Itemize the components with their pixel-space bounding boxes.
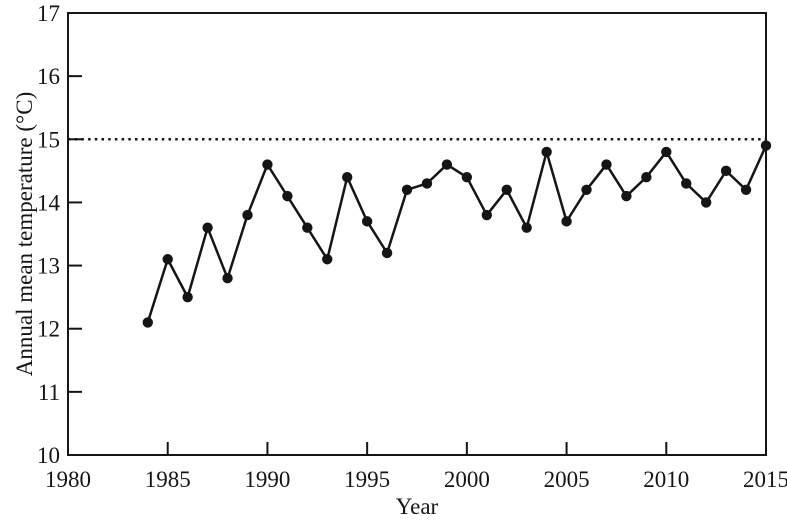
data-point xyxy=(381,247,393,259)
data-point xyxy=(441,159,453,170)
data-point xyxy=(501,184,512,195)
y-axis-title: Annual mean temperature (°C) xyxy=(12,92,37,376)
data-series-group xyxy=(142,140,772,328)
y-tick-label: 17 xyxy=(37,1,60,26)
x-axis-title: Year xyxy=(396,494,439,519)
data-point xyxy=(581,184,592,195)
data-point xyxy=(461,171,473,183)
data-point xyxy=(242,209,253,221)
data-point xyxy=(342,171,353,183)
x-tick-label: 2005 xyxy=(544,467,590,492)
data-point xyxy=(700,197,712,208)
data-point xyxy=(481,209,492,221)
x-tick-label: 2010 xyxy=(643,467,689,492)
data-point xyxy=(262,159,273,170)
data-point xyxy=(361,216,373,227)
y-tick-label: 13 xyxy=(37,254,60,279)
data-point xyxy=(222,273,233,284)
x-tick-label: 2000 xyxy=(444,467,490,492)
data-point xyxy=(142,317,153,328)
data-point xyxy=(182,291,193,303)
x-tick-label: 1990 xyxy=(244,467,290,492)
data-point xyxy=(282,190,293,202)
x-tick-label: 2015 xyxy=(743,467,787,492)
data-point xyxy=(521,222,532,233)
y-tick-label: 11 xyxy=(38,380,60,405)
y-tick-label: 16 xyxy=(37,64,60,89)
data-point xyxy=(760,140,772,151)
data-point xyxy=(322,254,333,265)
tick-labels-group: 1980 1985 1990 1995 2000 2005 2010 2015 10 11 12 13… xyxy=(37,1,787,492)
data-point xyxy=(561,216,572,227)
x-tick-label: 1985 xyxy=(145,467,191,492)
y-tick-label: 12 xyxy=(37,317,60,342)
data-point xyxy=(740,184,752,195)
plot-border xyxy=(67,12,767,456)
data-point xyxy=(720,165,732,177)
x-tick-label: 1995 xyxy=(344,467,390,492)
data-point xyxy=(621,190,632,202)
data-point xyxy=(681,178,692,189)
y-tick-label: 15 xyxy=(37,127,60,152)
data-point xyxy=(162,254,173,265)
y-tick-label: 10 xyxy=(37,443,60,468)
data-line xyxy=(146,144,768,324)
data-point xyxy=(401,184,413,195)
x-tick-label: 1980 xyxy=(45,467,91,492)
y-tick-label: 14 xyxy=(37,190,61,215)
data-point xyxy=(641,171,652,183)
axis-ticks-group xyxy=(68,75,668,455)
data-point xyxy=(541,146,552,158)
data-point xyxy=(302,222,313,233)
data-point xyxy=(661,146,672,158)
data-point xyxy=(202,222,213,233)
data-point xyxy=(421,178,433,189)
data-point xyxy=(601,159,612,170)
